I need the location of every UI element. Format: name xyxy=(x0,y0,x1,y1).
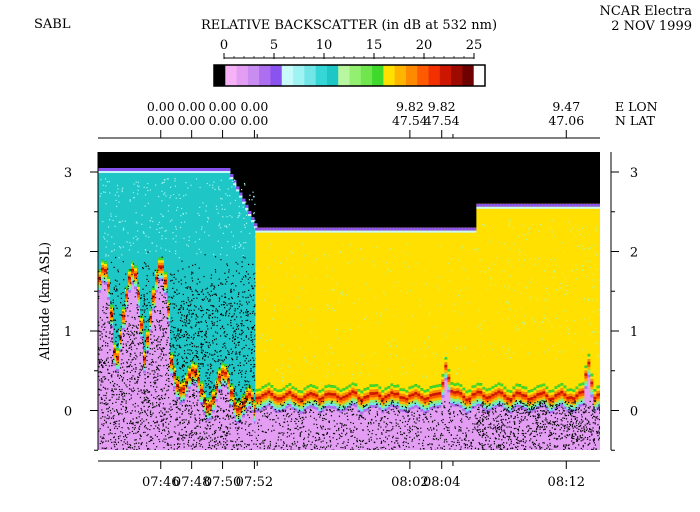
lat-row-label: N LAT xyxy=(615,113,656,128)
colorbar-cell xyxy=(439,65,452,86)
lon-value: 0.00 xyxy=(147,99,175,114)
lon-value: 9.82 xyxy=(396,99,424,114)
y-tick-label: 3 xyxy=(64,166,72,181)
lat-value: 0.00 xyxy=(240,113,268,128)
colorbar-tick-label: 25 xyxy=(466,38,483,53)
x-tick-label: 08:04 xyxy=(423,475,460,490)
colorbar-tick-label: 15 xyxy=(366,38,383,53)
x-tick-label: 07:50 xyxy=(204,475,241,490)
colorbar-cell xyxy=(214,65,226,86)
colorbar-cell xyxy=(451,65,464,86)
colorbar-tick-label: 10 xyxy=(316,38,333,53)
colorbar-cell xyxy=(326,65,339,86)
y-tick-label-right: 2 xyxy=(630,246,638,261)
lat-value: 0.00 xyxy=(147,113,175,128)
x-tick-label: 07:46 xyxy=(142,475,179,490)
colorbar-tick-label: 5 xyxy=(270,38,278,53)
instrument-label: SABL xyxy=(34,17,71,32)
lon-value: 0.00 xyxy=(178,99,206,114)
lon-value: 9.47 xyxy=(552,99,580,114)
x-tick-label: 08:02 xyxy=(391,475,428,490)
x-tick-label: 08:12 xyxy=(548,475,585,490)
altitude-axis-right: 3 2 1 0 xyxy=(610,152,638,451)
colorbar-tick-label: 20 xyxy=(416,38,433,53)
lat-value: 0.00 xyxy=(178,113,206,128)
y-axis-label: Altitude (km ASL) xyxy=(38,242,53,361)
y-tick-label-right: 3 xyxy=(630,166,638,181)
colorbar-cell xyxy=(338,65,351,86)
lon-value: 0.00 xyxy=(209,99,237,114)
y-tick-label-right: 0 xyxy=(630,405,638,420)
colorbar-cell xyxy=(372,65,384,86)
colorbar-cell xyxy=(247,65,260,86)
colorbar-cell xyxy=(270,65,283,86)
date-label: 2 NOV 1999 xyxy=(611,19,692,34)
colorbar-cell xyxy=(236,65,249,86)
chart-title: RELATIVE BACKSCATTER (in dB at 532 nm) xyxy=(201,18,497,33)
colorbar-cell xyxy=(462,65,475,86)
colorbar-cell xyxy=(225,65,238,86)
lat-value: 47.54 xyxy=(392,113,428,128)
colorbar-cell xyxy=(428,65,441,86)
flight-segment xyxy=(255,227,478,450)
colorbar-cell xyxy=(259,65,272,86)
colorbar-cell xyxy=(473,65,486,86)
colorbar: 0 5 10 15 20 25 xyxy=(213,38,486,87)
position-axis: 0.000.000.000.000.000.000.000.009.8247.5… xyxy=(98,99,600,139)
colorbar-cell xyxy=(360,65,373,86)
colorbar-cell xyxy=(349,65,362,86)
colorbar-cell xyxy=(304,65,317,86)
colorbar-cell xyxy=(405,65,418,86)
x-tick-label: 07:52 xyxy=(236,475,273,490)
colorbar-cell xyxy=(315,65,328,86)
lon-value: 9.82 xyxy=(428,99,456,114)
lat-value: 47.54 xyxy=(424,113,460,128)
y-tick-label-right: 1 xyxy=(630,325,638,340)
flight-segment xyxy=(98,168,258,450)
colorbar-cell xyxy=(394,65,407,86)
lon-row-label: E LON xyxy=(615,99,658,114)
colorbar-cell xyxy=(281,65,294,86)
aircraft-label: NCAR Electra xyxy=(600,4,693,19)
colorbar-cell xyxy=(383,65,396,86)
colorbar-frame xyxy=(213,64,486,87)
colorbar-cell xyxy=(293,65,305,86)
lon-value: 0.00 xyxy=(240,99,268,114)
x-tick-label: 07:48 xyxy=(173,475,210,490)
lat-value: 47.06 xyxy=(548,113,584,128)
y-tick-label: 1 xyxy=(64,325,72,340)
y-tick-label: 2 xyxy=(64,246,72,261)
y-tick-label: 0 xyxy=(64,405,72,420)
colorbar-tick-label: 0 xyxy=(220,38,228,53)
plot-area xyxy=(98,152,600,450)
colorbar-cell xyxy=(417,65,430,86)
altitude-axis-left: 3 2 1 0 xyxy=(64,152,99,451)
lat-value: 0.00 xyxy=(209,113,237,128)
flight-segment xyxy=(476,203,600,450)
